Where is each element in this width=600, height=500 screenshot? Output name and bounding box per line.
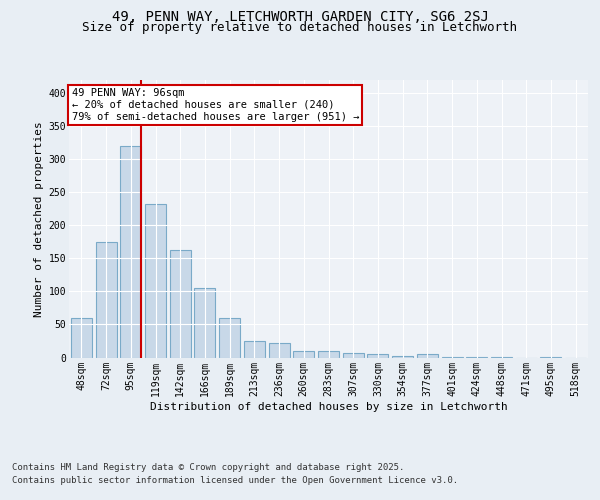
Bar (367, 354, 388, 358)
Text: Distribution of detached houses by size in Letchworth: Distribution of detached houses by size … (150, 402, 508, 412)
Bar (170, 250, 191, 358)
Bar (466, 357, 487, 358)
Text: 49 PENN WAY: 96sqm
← 20% of detached houses are smaller (240)
79% of semi-detach: 49 PENN WAY: 96sqm ← 20% of detached hou… (71, 88, 359, 122)
Bar (145, 204, 166, 358)
Bar (417, 354, 438, 358)
Bar (541, 357, 562, 358)
Bar (491, 357, 512, 358)
Bar (293, 351, 314, 358)
Bar (318, 351, 339, 358)
Bar (219, 318, 240, 358)
Text: Size of property relative to detached houses in Letchworth: Size of property relative to detached ho… (83, 22, 517, 35)
Bar (194, 288, 215, 358)
Bar (343, 353, 364, 358)
Bar (244, 341, 265, 357)
Bar (120, 146, 141, 358)
Y-axis label: Number of detached properties: Number of detached properties (34, 121, 44, 316)
Bar (442, 357, 463, 358)
Bar (95, 242, 116, 358)
Text: 49, PENN WAY, LETCHWORTH GARDEN CITY, SG6 2SJ: 49, PENN WAY, LETCHWORTH GARDEN CITY, SG… (112, 10, 488, 24)
Text: Contains public sector information licensed under the Open Government Licence v3: Contains public sector information licen… (12, 476, 458, 485)
Bar (71, 318, 92, 358)
Bar (392, 356, 413, 358)
Text: Contains HM Land Registry data © Crown copyright and database right 2025.: Contains HM Land Registry data © Crown c… (12, 462, 404, 471)
Bar (269, 343, 290, 357)
